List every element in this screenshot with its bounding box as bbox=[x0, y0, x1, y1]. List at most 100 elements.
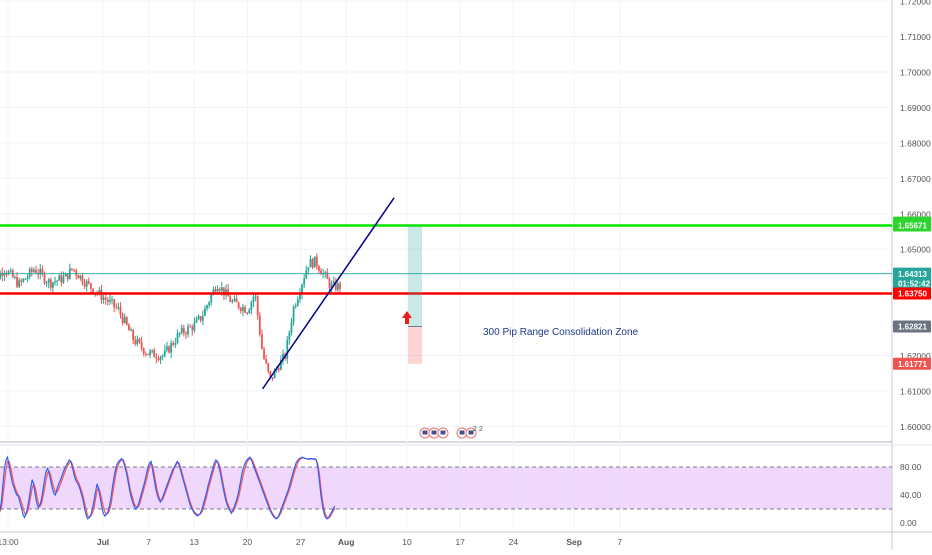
candle-body bbox=[311, 258, 314, 268]
candle-body bbox=[58, 275, 61, 281]
candle-body bbox=[123, 317, 126, 323]
candle-body bbox=[244, 307, 246, 313]
candle-body bbox=[0, 272, 2, 279]
candle-body bbox=[109, 299, 111, 302]
candle-body bbox=[98, 289, 101, 294]
candle-body bbox=[163, 350, 166, 356]
trendline[interactable] bbox=[261, 197, 395, 390]
stochastic-k-line bbox=[0, 455, 336, 520]
candle-body bbox=[26, 277, 29, 279]
candle-body bbox=[315, 256, 318, 267]
candle-body bbox=[20, 280, 23, 282]
candle-body bbox=[273, 369, 276, 379]
candle-body bbox=[197, 316, 200, 319]
candle-body bbox=[149, 351, 151, 355]
candle-body bbox=[180, 327, 183, 334]
candle-body bbox=[172, 342, 175, 345]
loss-zone[interactable] bbox=[408, 326, 422, 364]
candle-body bbox=[189, 326, 192, 328]
candle-body bbox=[195, 318, 198, 323]
flag-icon bbox=[459, 430, 465, 435]
candle-body bbox=[339, 283, 341, 290]
candle-body bbox=[66, 273, 69, 279]
candle-body bbox=[134, 340, 137, 345]
event-count-label: 2 2 bbox=[473, 426, 483, 433]
candle-body bbox=[277, 368, 280, 370]
candle-body bbox=[47, 279, 50, 283]
candle-body bbox=[199, 316, 202, 321]
time-tick-label: 20 bbox=[243, 537, 253, 547]
candle-body bbox=[216, 288, 219, 292]
candle-body bbox=[62, 276, 65, 283]
candle-body bbox=[43, 273, 46, 283]
flag-icon bbox=[431, 430, 437, 435]
time-tick-label: Jul bbox=[97, 537, 109, 547]
candle-body bbox=[280, 359, 282, 370]
candle-body bbox=[286, 339, 289, 359]
candle-body bbox=[214, 289, 217, 292]
price-tick-label: 1.62000 bbox=[900, 351, 931, 361]
candle-body bbox=[208, 302, 211, 306]
candle-body bbox=[254, 296, 257, 298]
up-arrow-icon bbox=[402, 311, 412, 324]
candle-body bbox=[223, 287, 225, 296]
candle-body bbox=[185, 333, 187, 335]
candle-body bbox=[305, 270, 308, 279]
candle-body bbox=[81, 275, 84, 284]
oscillator-tick-label: 40.00 bbox=[900, 490, 922, 500]
candle-body bbox=[303, 278, 306, 285]
candle-body bbox=[22, 278, 25, 282]
candle-body bbox=[296, 299, 299, 306]
candle-body bbox=[128, 324, 130, 331]
price-tick-label: 1.70000 bbox=[900, 68, 931, 78]
candle-body bbox=[267, 363, 270, 372]
oscillator-tick-label: 0.00 bbox=[900, 518, 917, 528]
candle-body bbox=[155, 357, 158, 359]
candle-body bbox=[170, 342, 173, 353]
candle-body bbox=[263, 348, 265, 359]
candle-body bbox=[269, 371, 272, 378]
price-tick-label: 1.69000 bbox=[900, 103, 931, 113]
price-label-tag bbox=[893, 287, 931, 300]
candle-body bbox=[166, 346, 168, 351]
candle-body bbox=[233, 298, 236, 302]
candle-body bbox=[111, 299, 113, 301]
candle-body bbox=[330, 283, 333, 288]
candle-body bbox=[45, 282, 48, 284]
candle-body bbox=[157, 358, 160, 360]
profit-zone[interactable] bbox=[408, 225, 422, 327]
price-tick-label: 1.72000 bbox=[900, 0, 931, 7]
candle-body bbox=[324, 272, 327, 274]
candle-body bbox=[140, 341, 143, 349]
candle-body bbox=[290, 322, 293, 333]
candle-body bbox=[307, 267, 310, 271]
candle-body bbox=[60, 275, 63, 283]
candle-body bbox=[119, 307, 122, 315]
price-tick-label: 1.71000 bbox=[900, 32, 931, 42]
candle-body bbox=[206, 305, 208, 309]
candle-body bbox=[83, 283, 86, 287]
oscillator-tick-label: 80.00 bbox=[900, 462, 922, 472]
candle-body bbox=[229, 296, 232, 302]
candle-body bbox=[250, 302, 253, 310]
candle-body bbox=[7, 271, 10, 275]
candle-body bbox=[334, 281, 337, 290]
candle-body bbox=[235, 298, 238, 303]
candle-body bbox=[252, 297, 255, 303]
candle-body bbox=[318, 266, 320, 271]
candle-body bbox=[220, 287, 223, 291]
candle-body bbox=[153, 349, 156, 358]
candle-body bbox=[288, 332, 291, 340]
candle-body bbox=[328, 278, 331, 288]
candle-body bbox=[248, 309, 251, 314]
price-label-tag bbox=[893, 357, 931, 370]
price-tick-label: 1.66000 bbox=[900, 209, 931, 219]
annotation-text: 300 Pip Range Consolidation Zone bbox=[483, 327, 639, 338]
candle-body bbox=[201, 315, 204, 321]
candle-body bbox=[187, 326, 189, 335]
candle-body bbox=[332, 281, 335, 284]
candle-body bbox=[18, 280, 21, 287]
oscillator-band bbox=[0, 467, 892, 509]
